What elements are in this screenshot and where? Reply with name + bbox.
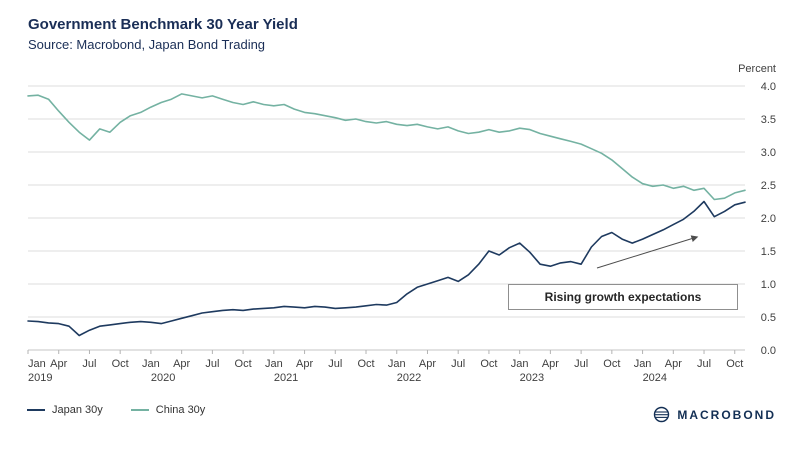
macrobond-logo: MACROBOND	[653, 406, 776, 423]
x-axis-month-label: Jul	[328, 358, 342, 370]
x-axis-month-label: Jul	[697, 358, 711, 370]
x-axis-month-label: Apr	[665, 358, 682, 370]
y-axis-tick-label: 4.0	[761, 81, 776, 93]
x-axis-month-label: Jan	[634, 358, 652, 370]
x-axis-month-label: Oct	[112, 358, 129, 370]
x-axis-month-label: Jul	[82, 358, 96, 370]
x-axis-month-label: Apr	[296, 358, 313, 370]
x-axis-month-label: Oct	[480, 358, 497, 370]
x-axis-month-label: Jul	[574, 358, 588, 370]
x-axis-month-label: Jul	[205, 358, 219, 370]
x-axis-year-label: 2021	[274, 372, 298, 384]
x-axis-month-label: Jan	[388, 358, 406, 370]
annotation-arrow	[596, 235, 699, 269]
x-axis-year-label: 2019	[28, 372, 52, 384]
legend-swatch	[130, 409, 149, 411]
y-axis-tick-label: 3.0	[761, 147, 776, 159]
x-axis-month-label: Jul	[451, 358, 465, 370]
y-axis-tick-label: 0.0	[761, 345, 776, 357]
china-30y-line	[27, 93, 746, 201]
y-axis-unit-label: Percent	[738, 63, 776, 75]
legend-swatch	[27, 409, 45, 411]
page-title: Government Benchmark 30 Year Yield	[28, 16, 298, 33]
x-axis-month-label: Oct	[235, 358, 252, 370]
logo-text: MACROBOND	[677, 407, 776, 422]
x-axis-month-label: Jan	[511, 358, 529, 370]
x-axis-month-label: Apr	[173, 358, 190, 370]
chart-source-subtitle: Source: Macrobond, Japan Bond Trading	[28, 37, 266, 52]
legend-item-japan-30y: Japan 30y	[27, 404, 103, 416]
x-axis-month-label: Jan	[265, 358, 283, 370]
legend-label: China 30y	[155, 404, 206, 416]
x-axis-month-label: Apr	[50, 358, 67, 370]
y-axis-tick-label: 2.5	[761, 180, 776, 192]
x-axis-month-label: Oct	[726, 358, 743, 370]
x-axis-month-label: Jan	[28, 358, 46, 370]
x-axis-month-label: Jan	[142, 358, 160, 370]
x-axis-year-label: 2023	[520, 372, 544, 384]
legend: Japan 30y China 30y	[27, 404, 205, 416]
x-axis-year-label: 2020	[151, 372, 175, 384]
y-axis-tick-label: 1.0	[761, 279, 776, 291]
japan-30y-line	[27, 200, 746, 337]
y-axis-tick-label: 1.5	[761, 246, 776, 258]
x-axis-month-label: Apr	[419, 358, 436, 370]
x-axis-month-label: Oct	[357, 358, 374, 370]
x-axis-year-label: 2022	[397, 372, 421, 384]
y-axis-tick-label: 0.5	[761, 312, 776, 324]
annotation-box: Rising growth expectations	[508, 284, 738, 310]
legend-item-china-30y: China 30y	[130, 404, 206, 416]
y-axis-tick-label: 2.0	[761, 213, 776, 225]
x-axis-month-label: Oct	[603, 358, 620, 370]
legend-label: Japan 30y	[52, 404, 103, 416]
y-axis-tick-label: 3.5	[761, 114, 776, 126]
x-axis-month-label: Apr	[542, 358, 559, 370]
macrobond-logo-icon	[654, 406, 670, 423]
x-axis-year-label: 2024	[643, 372, 667, 384]
